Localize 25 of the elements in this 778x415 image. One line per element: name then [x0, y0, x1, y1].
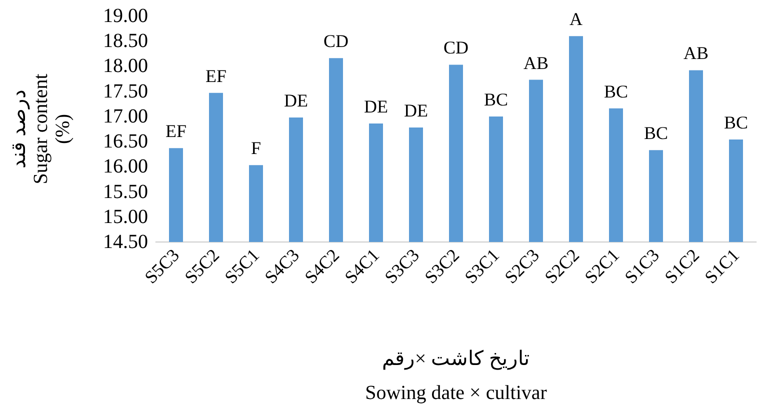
y-tick-label: 15.00: [103, 206, 148, 228]
y-tick-label: 16.00: [103, 156, 148, 178]
data-label: AB: [683, 43, 709, 64]
data-label: BC: [604, 81, 628, 102]
data-label: DE: [404, 100, 428, 120]
y-tick-label: 17.00: [103, 105, 148, 128]
y-tick-label: 14.50: [103, 231, 148, 253]
y-tick-label: 18.00: [103, 55, 148, 78]
data-label: F: [250, 138, 262, 158]
data-label: BC: [484, 89, 508, 110]
data-label: CD: [323, 31, 349, 52]
y-tick-label: 19.00: [103, 5, 148, 27]
data-label: EF: [165, 121, 187, 142]
data-label: AB: [523, 52, 549, 73]
y-tick-label: 16.50: [103, 130, 148, 153]
data-label: BC: [644, 123, 668, 144]
data-label: EF: [205, 66, 227, 86]
data-label: A: [570, 9, 582, 30]
y-tick-label: 15.50: [103, 180, 148, 203]
y-tick-label: 17.50: [103, 80, 148, 102]
data-label: CD: [443, 38, 469, 58]
data-label: DE: [364, 96, 388, 116]
data-label: DE: [284, 90, 308, 110]
data-label: BC: [724, 112, 748, 133]
y-tick-label: 18.50: [103, 30, 148, 52]
